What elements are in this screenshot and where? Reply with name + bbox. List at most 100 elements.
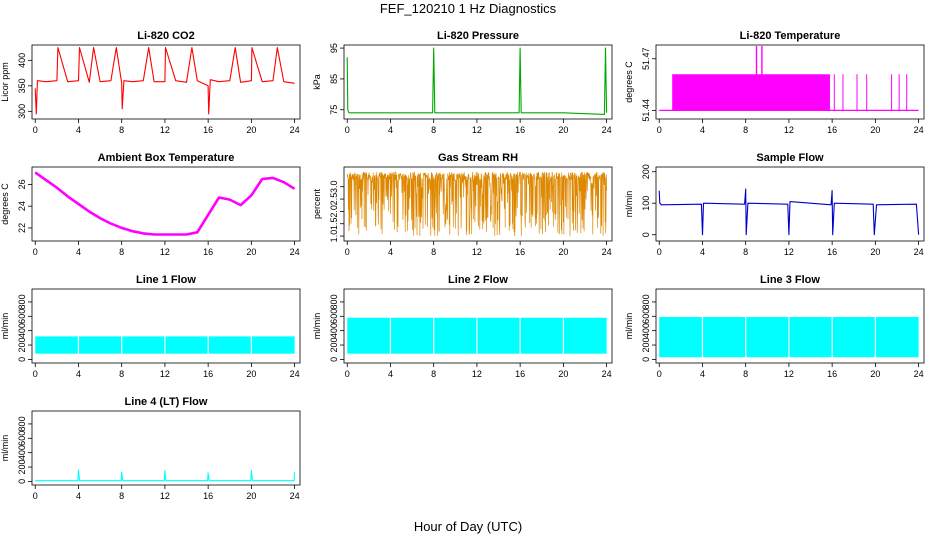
x-tick-label: 16 <box>827 369 837 379</box>
y-tick-label: 400 <box>641 323 651 338</box>
series-area <box>35 469 296 482</box>
series-line <box>346 170 607 237</box>
x-tick-label: 4 <box>700 369 705 379</box>
chart-panel: Sample Flow ml/min 0 4 8 12 16 20 24 0 100 200 <box>624 152 925 257</box>
y-tick-label: 1.0 <box>329 230 339 243</box>
series-line <box>346 47 608 115</box>
series-area <box>658 188 920 236</box>
x-tick-label: 12 <box>472 247 482 257</box>
chart-title: Sample Flow <box>756 152 824 164</box>
x-tick-label: 12 <box>784 125 794 135</box>
chart-panel: Li-820 Temperature degrees C 0 4 8 12 16 20 24 51… <box>624 30 925 135</box>
x-tick-label: 0 <box>345 369 350 379</box>
y-tick-label: 0 <box>329 357 339 362</box>
x-tick-label: 16 <box>203 369 213 379</box>
y-tick-label: 400 <box>17 53 27 68</box>
x-tick-label: 0 <box>33 491 38 501</box>
x-tick-label: 12 <box>472 125 482 135</box>
chart-title: Line 3 Flow <box>760 274 820 286</box>
x-tick-label: 16 <box>827 125 837 135</box>
y-tick-label: 95 <box>329 43 339 53</box>
chart-panel: Gas Stream RH percent 0 4 8 12 16 20 24 1.01.52.0… <box>312 152 613 257</box>
x-tick-label: 24 <box>290 247 300 257</box>
x-tick-label: 20 <box>870 125 880 135</box>
series-line <box>35 469 296 482</box>
x-tick-label: 16 <box>515 125 525 135</box>
y-axis-label: ml/min <box>312 313 322 340</box>
x-tick-label: 0 <box>33 125 38 135</box>
x-tick-label: 4 <box>388 125 393 135</box>
y-tick-label: 400 <box>17 445 27 460</box>
y-tick-label: 200 <box>17 460 27 475</box>
plot-frame <box>31 288 301 364</box>
x-tick-label: 20 <box>870 247 880 257</box>
chart-panel: Line 3 Flow ml/min 0 4 8 12 16 20 24 0 20040060080… <box>624 274 925 379</box>
series-line <box>34 171 296 236</box>
series-band <box>672 74 830 111</box>
y-tick-label: 1.5 <box>329 217 339 230</box>
y-tick-label: 200 <box>641 338 651 353</box>
x-tick-label: 4 <box>700 125 705 135</box>
x-tick-label: 8 <box>431 125 436 135</box>
x-tick-label: 4 <box>388 369 393 379</box>
y-tick-label: 22 <box>17 223 27 233</box>
y-tick-label: 2.0 <box>329 205 339 218</box>
x-tick-label: 8 <box>119 491 124 501</box>
chart-title: Line 1 Flow <box>136 274 196 286</box>
x-tick-label: 12 <box>472 369 482 379</box>
chart-panel: Line 4 (LT) Flow ml/min 0 4 8 12 16 20 24 0 200400… <box>0 396 301 501</box>
y-tick-label: 200 <box>17 338 27 353</box>
x-tick-label: 0 <box>657 247 662 257</box>
x-tick-label: 0 <box>345 125 350 135</box>
y-tick-label: 3.0 <box>329 180 339 193</box>
x-tick-label: 8 <box>743 125 748 135</box>
x-tick-label: 24 <box>602 125 612 135</box>
x-tick-label: 20 <box>246 125 256 135</box>
series-area <box>34 47 295 115</box>
y-tick-label: 26 <box>17 179 27 189</box>
x-tick-label: 20 <box>246 491 256 501</box>
x-tick-label: 4 <box>700 247 705 257</box>
x-tick-label: 16 <box>515 247 525 257</box>
y-tick-label: 800 <box>329 294 339 309</box>
plot-frame <box>343 288 613 364</box>
x-tick-label: 0 <box>33 369 38 379</box>
y-tick-label: 350 <box>17 78 27 93</box>
y-tick-label: 100 <box>641 196 651 211</box>
y-tick-label: 400 <box>17 323 27 338</box>
series-area <box>346 170 607 237</box>
x-tick-label: 8 <box>743 247 748 257</box>
y-tick-label: 24 <box>17 201 27 211</box>
x-tick-label: 4 <box>76 491 81 501</box>
chart-panel: Line 1 Flow ml/min 0 4 8 12 16 20 24 0 20040060080… <box>0 274 301 379</box>
series-line <box>658 188 920 236</box>
y-axis-label: degrees C <box>0 183 10 225</box>
y-axis-label: kPa <box>312 74 322 90</box>
x-tick-label: 0 <box>657 369 662 379</box>
x-tick-label: 4 <box>76 369 81 379</box>
x-tick-label: 24 <box>290 369 300 379</box>
y-tick-label: 800 <box>641 294 651 309</box>
plot-frame <box>655 166 925 242</box>
y-tick-label: 51.44 <box>641 99 651 122</box>
x-tick-label: 24 <box>602 247 612 257</box>
plot-frame <box>31 166 301 242</box>
x-tick-label: 12 <box>160 125 170 135</box>
series-area <box>35 335 295 355</box>
x-tick-label: 24 <box>602 369 612 379</box>
x-tick-label: 4 <box>388 247 393 257</box>
y-tick-label: 2.5 <box>329 193 339 206</box>
x-tick-label: 12 <box>160 247 170 257</box>
x-tick-label: 16 <box>203 125 213 135</box>
series-area <box>659 46 919 111</box>
x-tick-label: 20 <box>870 369 880 379</box>
chart-title: Ambient Box Temperature <box>98 152 235 164</box>
series-area <box>34 171 296 236</box>
plot-frame <box>343 166 613 242</box>
x-tick-label: 0 <box>657 125 662 135</box>
chart-title: Li-820 Pressure <box>437 30 519 42</box>
x-tick-label: 16 <box>203 247 213 257</box>
x-tick-label: 16 <box>827 247 837 257</box>
